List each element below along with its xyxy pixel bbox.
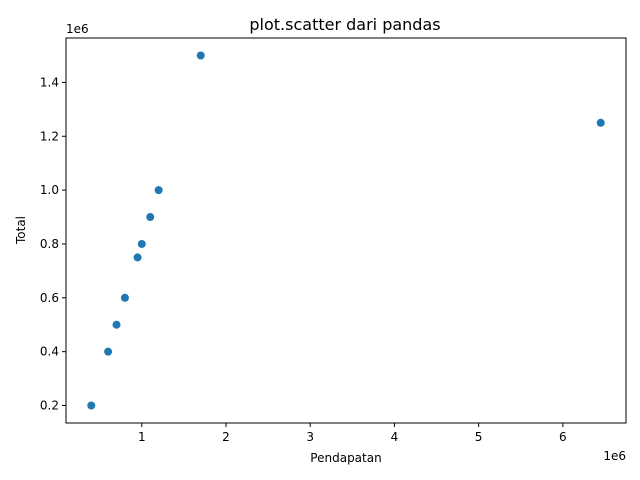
x-axis-label: Pendapatan xyxy=(310,451,381,465)
data-points xyxy=(87,51,605,410)
y-axis-ticks: 0.2 0.4 0.6 0.8 1.0 1.2 1.4 xyxy=(40,75,66,413)
y-tick-label: 1.2 xyxy=(40,129,59,143)
plot-frame xyxy=(65,37,627,424)
data-point xyxy=(112,320,121,329)
x-tick-label: 1 xyxy=(138,430,146,444)
y-tick-label: 1.4 xyxy=(40,75,59,89)
y-axis-label: Total xyxy=(14,216,28,245)
chart-title: plot.scatter dari pandas xyxy=(249,15,440,34)
y-tick-label: 0.6 xyxy=(40,291,59,305)
data-point xyxy=(137,239,146,248)
y-tick-label: 0.4 xyxy=(40,345,59,359)
data-point xyxy=(120,293,129,302)
data-point xyxy=(154,186,163,195)
y-tick-label: 1.0 xyxy=(40,183,59,197)
x-tick-label: 6 xyxy=(559,430,567,444)
y-offset-label: 1e6 xyxy=(66,22,89,36)
data-point xyxy=(596,118,605,127)
x-tick-label: 5 xyxy=(475,430,483,444)
data-point xyxy=(196,51,205,60)
x-tick-label: 4 xyxy=(391,430,399,444)
data-point xyxy=(146,213,155,222)
x-tick-label: 3 xyxy=(306,430,314,444)
data-point xyxy=(104,347,113,356)
data-point xyxy=(87,401,96,410)
y-tick-label: 0.2 xyxy=(40,399,59,413)
x-offset-label: 1e6 xyxy=(603,449,626,463)
x-tick-label: 2 xyxy=(222,430,230,444)
y-tick-label: 0.8 xyxy=(40,237,59,251)
x-axis-ticks: 1 2 3 4 5 6 xyxy=(138,423,567,444)
data-point xyxy=(133,253,142,262)
